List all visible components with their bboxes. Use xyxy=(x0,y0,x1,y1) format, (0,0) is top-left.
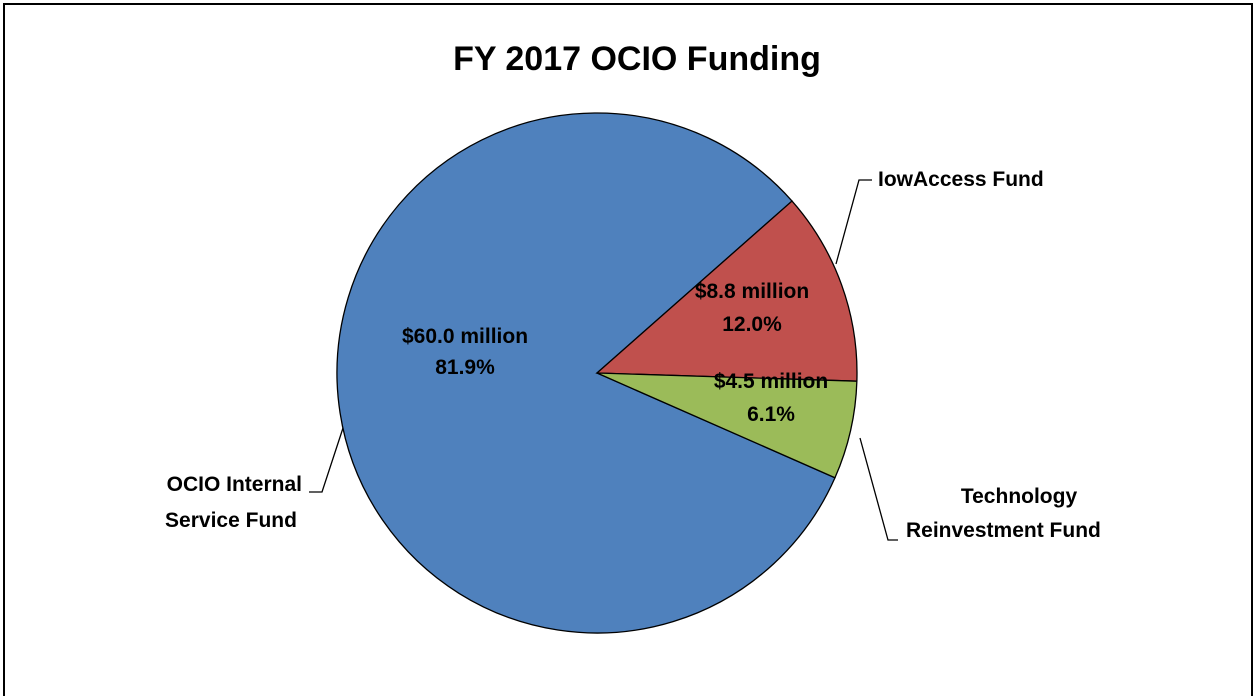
slice-ocio-internal-service-fund xyxy=(336,112,836,634)
slice-technology-reinvestment-fund xyxy=(596,372,858,479)
data-label-percent: 12.0% xyxy=(722,313,782,336)
data-label-value: $8.8 million xyxy=(695,280,809,303)
leader-line-iowaccess-fund xyxy=(835,179,872,265)
leader-line-ocio-internal-service-fund xyxy=(309,427,344,493)
data-label-value: $60.0 million xyxy=(402,325,528,348)
leader-lines xyxy=(309,179,898,541)
category-label-line: Technology xyxy=(961,485,1078,508)
category-label-line: OCIO Internal xyxy=(167,473,302,496)
category-label-line: IowAccess Fund xyxy=(878,168,1044,191)
data-label-percent: 81.9% xyxy=(435,356,495,379)
data-label-percent: 6.1% xyxy=(747,403,795,426)
pie-slices xyxy=(336,112,858,634)
category-label-line: Reinvestment Fund xyxy=(906,519,1101,542)
category-label-line: Service Fund xyxy=(165,509,297,532)
data-label-value: $4.5 million xyxy=(714,370,828,393)
data-labels: $60.0 million 81.9% $8.8 million 12.0% $… xyxy=(402,280,828,426)
chart-title: FY 2017 OCIO Funding xyxy=(453,40,821,78)
leader-line-technology-reinvestment-fund xyxy=(859,437,898,541)
category-labels: OCIO Internal Service Fund IowAccess Fun… xyxy=(165,168,1101,542)
slice-iowaccess-fund xyxy=(595,200,858,382)
